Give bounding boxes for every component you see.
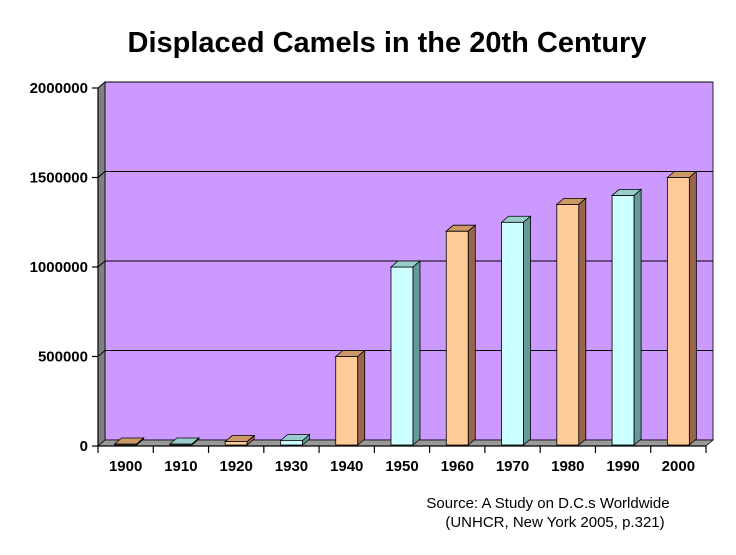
bar-1970 xyxy=(500,215,532,446)
gridline-side xyxy=(97,171,106,178)
bar-1930 xyxy=(279,433,311,446)
bar-side xyxy=(467,224,476,446)
bar-1960 xyxy=(445,224,477,446)
bar-1900 xyxy=(113,437,145,446)
bar-side xyxy=(633,188,642,446)
chart-title: Displaced Camels in the 20th Century xyxy=(128,27,647,59)
bar-side xyxy=(136,437,145,446)
bars xyxy=(113,170,698,446)
x-tick-label: 2000 xyxy=(662,458,695,475)
x-tick-label: 1920 xyxy=(219,458,252,475)
bar-1990 xyxy=(611,188,643,446)
bar-side xyxy=(578,197,587,446)
y-tick-label: 1000000 xyxy=(30,259,88,276)
source-line-2: (UNHCR, New York 2005, p.321) xyxy=(445,514,664,531)
bar-1910 xyxy=(168,437,200,446)
bar-front xyxy=(666,177,690,446)
x-tick-label: 1900 xyxy=(109,458,142,475)
bar-front xyxy=(501,221,524,446)
gridline-side xyxy=(97,260,106,268)
y-tick-label: 2000000 xyxy=(30,80,88,97)
bar-side xyxy=(523,215,531,446)
bar-side xyxy=(357,349,366,446)
axes xyxy=(92,87,707,453)
bar-front xyxy=(224,441,248,446)
bar-front xyxy=(445,230,469,446)
y-tick-label: 1500000 xyxy=(30,170,88,187)
y-tick-label: 0 xyxy=(80,438,88,455)
x-tick-label: 1930 xyxy=(275,458,308,475)
bar-1940 xyxy=(334,349,366,446)
x-tick-label: 1980 xyxy=(551,458,584,475)
bar-front xyxy=(390,266,414,446)
x-tick-labels: 1900 1910 1920 1930 1940 1950 1960 1970 1980 1990… xyxy=(109,458,695,475)
x-tick-label: 1990 xyxy=(606,458,639,475)
gridline-side xyxy=(97,350,106,357)
bar-1980 xyxy=(555,197,587,446)
bar-1920 xyxy=(224,434,256,446)
bar-2000 xyxy=(666,170,698,446)
bar-front xyxy=(556,203,580,446)
x-tick-label: 1910 xyxy=(164,458,197,475)
bar-side xyxy=(688,170,697,446)
y-tick-label: 500000 xyxy=(38,349,88,366)
bar-side xyxy=(246,434,255,446)
bar-side xyxy=(191,437,200,446)
y-tick-labels: 0 500000 1000000 1500000 2000000 xyxy=(30,80,88,455)
bar-front xyxy=(335,356,359,446)
x-tick-label: 1950 xyxy=(385,458,418,475)
source-line-1: Source: A Study on D.C.s Worldwide xyxy=(426,495,669,512)
x-tick-label: 1960 xyxy=(441,458,474,475)
bar-side xyxy=(302,433,310,446)
bar-front xyxy=(611,194,635,446)
gridline-side xyxy=(97,81,106,89)
bar-side xyxy=(412,260,421,446)
x-tick-label: 1940 xyxy=(330,458,363,475)
bar-1950 xyxy=(389,260,422,446)
bar-front xyxy=(280,440,303,446)
x-tick-label: 1970 xyxy=(496,458,529,475)
